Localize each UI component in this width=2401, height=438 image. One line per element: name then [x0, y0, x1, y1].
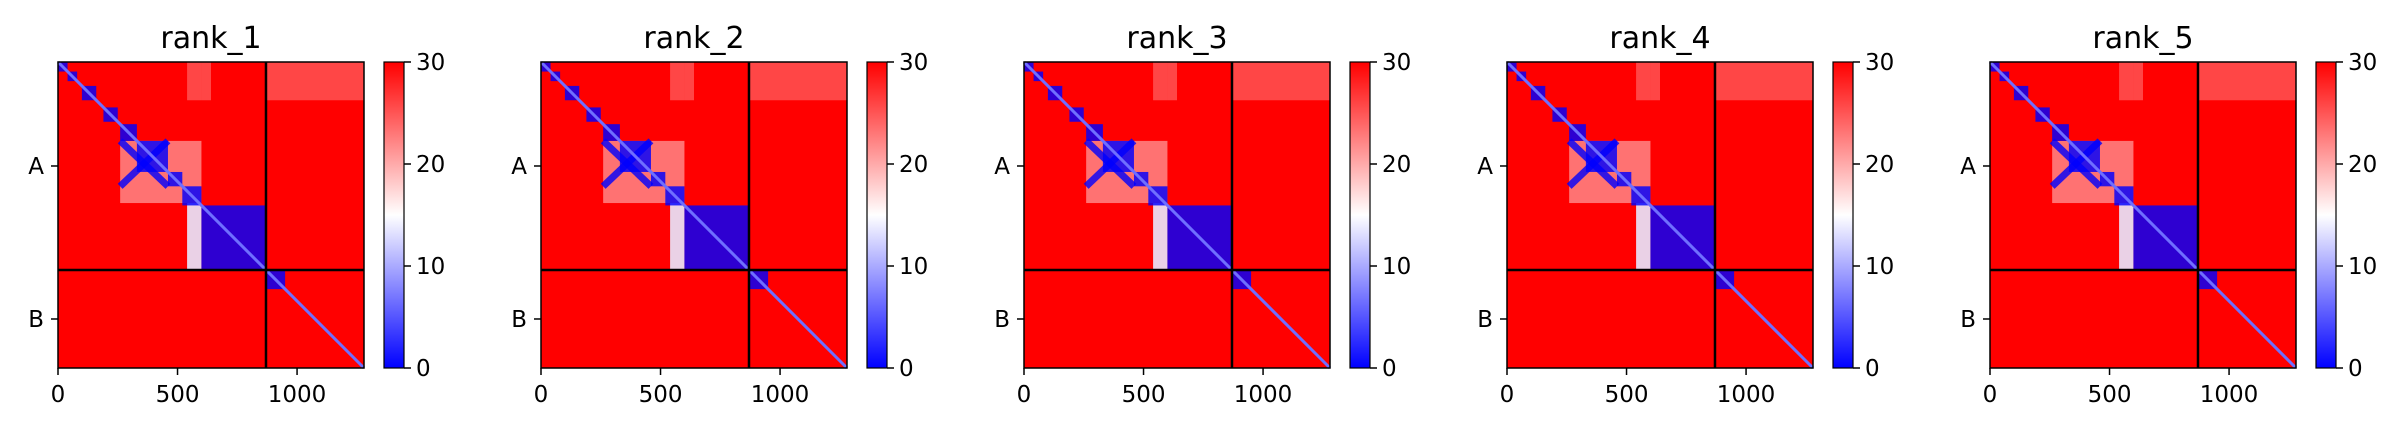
x-tick-label: 1000 [1234, 382, 1293, 408]
panel-title: rank_3 [1126, 21, 1227, 56]
x-tick-label: 500 [2088, 382, 2132, 408]
colorbar-tick-label: 20 [899, 152, 928, 178]
heatmap-band [1153, 62, 1168, 101]
colorbar [2315, 61, 2337, 369]
x-tick-label: 0 [1983, 382, 1998, 408]
low-error-cross [600, 138, 654, 189]
heatmap-frame [540, 61, 848, 369]
chain-label: B [994, 307, 1010, 333]
low-error-cross [1083, 138, 1137, 189]
colorbar-tick-label: 30 [899, 50, 928, 76]
panel-title: rank_4 [1609, 21, 1710, 56]
x-tick-label: 1000 [2200, 382, 2259, 408]
x-tick-label: 500 [156, 382, 200, 408]
pae-panel: rank_3 0 500 1000 A B 0 10 20 30 [994, 21, 1411, 408]
heatmap-diagonal [1022, 60, 1332, 370]
heatmap-band [670, 62, 685, 101]
pae-panel: rank_1 0 500 1000 A B 0 10 20 30 [28, 21, 445, 408]
colorbar-tick-label: 20 [416, 152, 445, 178]
heatmap-band [187, 62, 202, 101]
heatmap-band [201, 62, 211, 101]
heatmap-band [1636, 62, 1651, 101]
chain-label: B [1477, 307, 1493, 333]
colorbar-tick-label: 0 [1865, 356, 1880, 382]
x-tick-label: 0 [534, 382, 549, 408]
colorbar [1832, 61, 1854, 369]
heatmap-band [2197, 62, 2296, 101]
pae-panel: rank_4 0 500 1000 A B 0 10 20 30 [1477, 21, 1894, 408]
colorbar-tick-label: 0 [2348, 356, 2363, 382]
colorbar [1349, 61, 1371, 369]
x-tick-label: 500 [1605, 382, 1649, 408]
colorbar-tick-label: 20 [2348, 152, 2377, 178]
x-tick-label: 1000 [1717, 382, 1776, 408]
heatmap-frame [1506, 61, 1814, 369]
heatmap-band [1714, 62, 1813, 101]
colorbar-tick-label: 10 [899, 254, 928, 280]
chain-label: B [1960, 307, 1976, 333]
heatmap-band [2119, 203, 2134, 270]
heatmap-band [187, 203, 202, 270]
x-tick-label: 1000 [751, 382, 810, 408]
heatmap-band [1231, 62, 1330, 101]
heatmap-band [1650, 62, 1660, 101]
low-error-cross [2049, 138, 2103, 189]
heatmap-band [265, 62, 364, 101]
colorbar-tick-label: 20 [1865, 152, 1894, 178]
heatmap-frame [1989, 61, 2297, 369]
x-tick-label: 0 [1017, 382, 1032, 408]
chain-label: A [1960, 154, 1976, 180]
heatmap-band [1636, 203, 1651, 270]
chain-label: A [28, 154, 44, 180]
x-tick-label: 1000 [268, 382, 327, 408]
pae-panel: rank_5 0 500 1000 A B 0 10 20 30 [1960, 21, 2377, 408]
low-error-cross [117, 138, 171, 189]
colorbar-tick-label: 30 [1865, 50, 1894, 76]
heatmap-band [748, 62, 847, 101]
colorbar-tick-label: 0 [416, 356, 431, 382]
colorbar-tick-label: 30 [1382, 50, 1411, 76]
colorbar-tick-label: 0 [899, 356, 914, 382]
pae-panel: rank_2 0 500 1000 A B 0 10 20 30 [511, 21, 928, 408]
chain-label: A [1477, 154, 1493, 180]
colorbar-tick-label: 10 [1382, 254, 1411, 280]
colorbar-tick-label: 10 [416, 254, 445, 280]
heatmap-band [670, 203, 685, 270]
colorbar-tick-label: 30 [2348, 50, 2377, 76]
colorbar-tick-label: 20 [1382, 152, 1411, 178]
panel-title: rank_2 [643, 21, 744, 56]
heatmap-diagonal [1988, 60, 2298, 370]
chain-label: B [511, 307, 527, 333]
heatmap-band [684, 62, 694, 101]
heatmap-band [1167, 62, 1177, 101]
x-tick-label: 0 [1500, 382, 1515, 408]
heatmap-frame [1023, 61, 1331, 369]
panel-title: rank_1 [160, 21, 261, 56]
colorbar-tick-label: 10 [1865, 254, 1894, 280]
colorbar-tick-label: 0 [1382, 356, 1397, 382]
colorbar [383, 61, 405, 369]
x-tick-label: 0 [51, 382, 66, 408]
colorbar-tick-label: 10 [2348, 254, 2377, 280]
heatmap-frame [57, 61, 365, 369]
heatmap-band [2133, 62, 2143, 101]
chain-label: A [511, 154, 527, 180]
heatmap-diagonal [1505, 60, 1815, 370]
colorbar [866, 61, 888, 369]
heatmap-diagonal [539, 60, 849, 370]
low-error-cross [1566, 138, 1620, 189]
chain-label: A [994, 154, 1010, 180]
x-tick-label: 500 [639, 382, 683, 408]
panel-title: rank_5 [2092, 21, 2193, 56]
colorbar-tick-label: 30 [416, 50, 445, 76]
heatmap-diagonal [56, 60, 366, 370]
heatmap-band [1153, 203, 1168, 270]
chain-label: B [28, 307, 44, 333]
heatmap-band [2119, 62, 2134, 101]
x-tick-label: 500 [1122, 382, 1166, 408]
